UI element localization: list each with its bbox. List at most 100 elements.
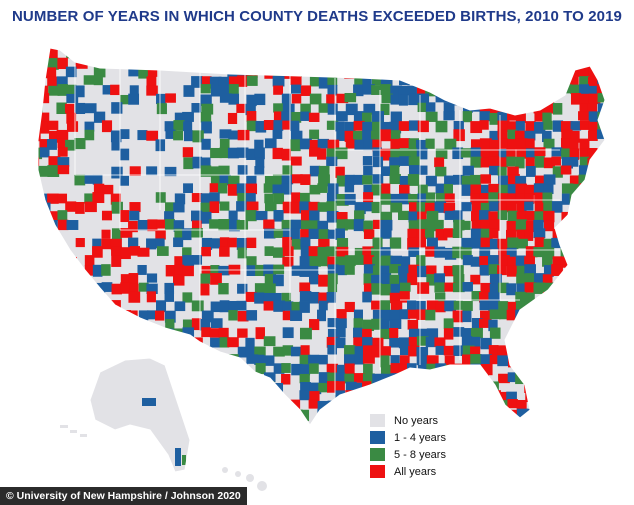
county-block	[524, 282, 537, 293]
county-block	[263, 355, 275, 366]
county-block	[542, 130, 552, 143]
county-block	[255, 408, 268, 419]
county-block	[542, 309, 554, 319]
county-block	[381, 93, 393, 104]
county-block	[372, 48, 382, 50]
county-block	[66, 220, 79, 230]
county-block	[435, 148, 448, 159]
county-block	[47, 246, 60, 258]
county-block	[164, 48, 175, 59]
county-block	[255, 157, 265, 169]
county-block	[597, 381, 605, 392]
county-block	[209, 400, 221, 412]
county-block	[570, 219, 582, 232]
county-block	[578, 174, 590, 185]
county-block	[606, 121, 617, 133]
county-block	[371, 283, 382, 295]
county-block	[38, 220, 51, 231]
county-block	[219, 93, 232, 103]
county-block	[607, 238, 616, 249]
county-block	[597, 282, 605, 293]
county-block	[326, 148, 338, 160]
county-block	[462, 111, 473, 123]
county-block	[534, 121, 546, 134]
county-block	[515, 255, 526, 267]
county-block	[552, 120, 564, 132]
county-block	[39, 390, 52, 401]
county-block	[236, 418, 248, 425]
county-block	[606, 157, 617, 166]
county-block	[273, 300, 286, 312]
county-block	[408, 193, 419, 204]
county-block	[461, 427, 471, 437]
county-block	[390, 355, 400, 366]
county-block	[371, 345, 383, 358]
county-block	[525, 157, 535, 168]
county-block	[569, 211, 581, 223]
county-block	[552, 166, 563, 178]
county-block	[534, 112, 546, 122]
county-block	[227, 364, 239, 376]
county-block	[209, 48, 221, 50]
county-block	[372, 382, 384, 393]
county-block	[417, 102, 428, 113]
county-block	[93, 111, 106, 123]
county-block	[291, 363, 303, 376]
county-block	[570, 202, 583, 215]
county-block	[516, 84, 528, 94]
county-block	[245, 291, 257, 302]
county-block	[542, 274, 553, 284]
county-block	[156, 219, 168, 229]
county-block	[344, 121, 356, 132]
county-block	[579, 210, 590, 221]
county-block	[353, 130, 363, 143]
county-block	[318, 76, 329, 89]
county-block	[462, 310, 472, 323]
county-block	[281, 363, 291, 373]
county-block	[191, 103, 202, 113]
county-block	[282, 345, 294, 356]
county-block	[362, 319, 375, 332]
county-block	[200, 382, 211, 393]
county-block	[461, 336, 473, 346]
county-block	[569, 327, 580, 338]
county-block	[227, 66, 238, 78]
county-block	[534, 192, 544, 204]
county-block	[200, 202, 211, 215]
county-block	[354, 255, 365, 265]
county-block	[606, 103, 616, 114]
county-block	[66, 93, 79, 103]
county-block	[156, 300, 167, 313]
county-block	[309, 147, 321, 157]
county-block	[254, 93, 266, 106]
county-block	[92, 246, 103, 258]
county-block	[344, 67, 355, 79]
county-block	[165, 129, 176, 139]
county-block	[182, 363, 194, 373]
county-block	[200, 193, 212, 205]
county-block	[407, 58, 419, 69]
county-block	[255, 120, 267, 133]
county-block	[183, 121, 193, 132]
county-block	[416, 346, 429, 357]
county-block	[155, 310, 165, 321]
county-block	[255, 363, 266, 375]
county-block	[300, 85, 312, 96]
county-block	[380, 219, 393, 231]
county-block	[533, 336, 546, 348]
county-block	[471, 220, 482, 230]
county-block	[245, 193, 256, 204]
county-block	[480, 85, 493, 95]
county-block	[281, 183, 292, 195]
county-block	[210, 85, 222, 97]
county-block	[282, 246, 294, 257]
county-block	[434, 273, 445, 285]
county-block	[417, 219, 428, 231]
county-block	[236, 201, 247, 212]
county-block	[38, 229, 39, 240]
county-block	[435, 345, 445, 355]
county-block	[462, 255, 473, 266]
county-block	[264, 381, 275, 392]
county-block	[264, 49, 274, 61]
county-block	[327, 381, 339, 393]
